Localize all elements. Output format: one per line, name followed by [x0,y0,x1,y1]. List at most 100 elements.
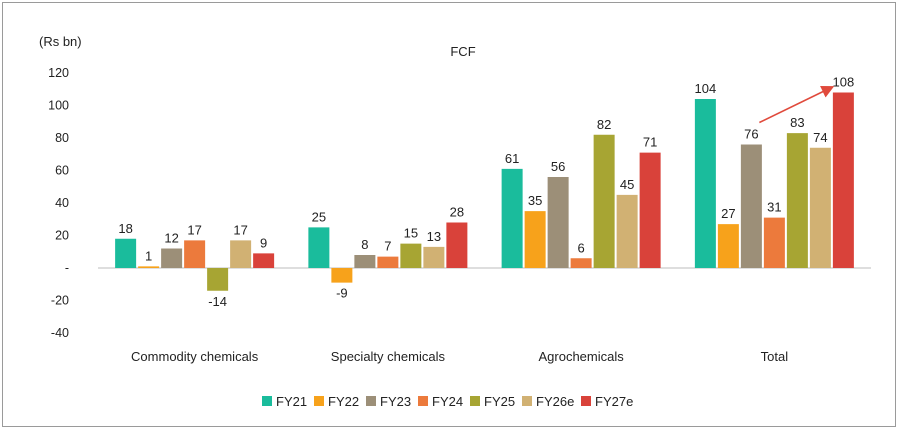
legend-label: FY21 [276,394,307,409]
y-tick-label: -40 [51,326,69,340]
bar-fy27e-3 [832,92,854,268]
bar-fy23-3 [740,144,762,268]
category-label: Specialty chemicals [331,349,446,364]
legend-label: FY27e [595,394,633,409]
legend-swatch [470,396,480,406]
y-tick-label: 60 [55,164,69,178]
bars-group [115,92,854,291]
y-axis-unit-label: (Rs bn) [39,34,82,49]
trend-arrow [759,85,835,124]
category-label: Agrochemicals [538,349,624,364]
bar-fy24-2 [570,258,592,268]
data-label: 9 [260,235,267,250]
data-label: 31 [767,200,781,215]
legend-swatch [366,396,376,406]
bar-fy25-3 [786,133,808,268]
data-label: 108 [833,75,855,90]
bar-fy23-0 [161,248,183,268]
legend-label: FY23 [380,394,411,409]
data-label: 56 [551,159,565,174]
data-label: 35 [528,193,542,208]
bar-fy25-1 [400,243,422,268]
legend-item-fy25: FY25 [470,394,515,409]
bar-fy26e-3 [809,147,831,268]
data-label: 17 [233,222,247,237]
data-label: 7 [384,239,391,254]
data-label: 83 [790,115,804,130]
data-label: 15 [404,226,418,241]
bar-fy26e-2 [616,194,638,268]
legend: FY21 FY22 FY23 FY24 FY25 FY26e FY27e [262,394,633,409]
chart-frame: FCF (Rs bn) 120 100 80 60 40 20 - -20 -40 18 1 12 1… [2,2,896,427]
bar-fy26e-1 [423,246,445,268]
y-axis-ticks: 120 100 80 60 40 20 - -20 -40 [48,66,69,340]
bar-fy22-0 [138,266,160,268]
data-label: 1 [145,248,152,263]
legend-label: FY24 [432,394,463,409]
data-label: 76 [744,127,758,142]
legend-item-fy21: FY21 [262,394,307,409]
legend-label: FY25 [484,394,515,409]
bar-fy23-2 [547,177,569,268]
bar-fy27e-2 [639,152,661,268]
chart-title: FCF [450,44,475,59]
data-label: -14 [208,294,227,309]
y-tick-label: - [65,261,69,275]
legend-swatch [314,396,324,406]
legend-item-fy24: FY24 [418,394,463,409]
bar-fy24-1 [377,256,399,268]
y-tick-label: 120 [48,66,69,80]
y-tick-label: 40 [55,196,69,210]
bar-fy21-1 [308,227,330,268]
y-tick-label: -20 [51,294,69,308]
legend-swatch [418,396,428,406]
category-labels-group: Commodity chemicals Specialty chemicals Ag… [131,349,788,364]
legend-item-fy22: FY22 [314,394,359,409]
data-label: 74 [813,130,827,145]
fcf-bar-chart: FCF (Rs bn) 120 100 80 60 40 20 - -20 -40 18 1 12 1… [39,34,871,409]
data-label: 17 [187,222,201,237]
bar-fy25-2 [593,134,615,268]
data-label: 8 [361,237,368,252]
bar-fy27e-0 [253,253,275,268]
bar-fy21-0 [115,238,137,268]
legend-item-fy26e: FY26e [522,394,574,409]
data-label: 12 [164,231,178,246]
data-label: 71 [643,135,657,150]
data-label: 13 [427,229,441,244]
bar-fy26e-0 [230,240,252,268]
bar-fy21-3 [694,99,716,268]
bar-fy22-1 [331,268,353,283]
y-tick-label: 20 [55,229,69,243]
data-label: 18 [118,221,132,236]
data-label: 25 [312,209,326,224]
category-label: Commodity chemicals [131,349,259,364]
data-labels-group: 18 1 12 17 -14 17 9 25 -9 8 7 15 13 28 61 35 56 6 82 45 71 10… [118,75,854,309]
data-label: 45 [620,177,634,192]
legend-item-fy23: FY23 [366,394,411,409]
bar-fy27e-1 [446,222,468,268]
bar-fy21-2 [501,168,523,268]
legend-swatch [522,396,532,406]
y-tick-label: 100 [48,99,69,113]
data-label: 28 [450,205,464,220]
bar-fy25-0 [207,268,229,291]
category-label: Total [761,349,789,364]
bar-fy24-3 [763,217,785,268]
y-tick-label: 80 [55,131,69,145]
bar-fy23-1 [354,255,376,268]
data-label: 104 [695,81,717,96]
data-label: -9 [336,286,348,301]
data-label: 61 [505,151,519,166]
data-label: 6 [578,240,585,255]
annotations-group [759,85,835,124]
legend-swatch [581,396,591,406]
data-label: 27 [721,206,735,221]
legend-swatch [262,396,272,406]
bar-fy22-2 [524,211,546,268]
legend-item-fy27e: FY27e [581,394,633,409]
legend-label: FY22 [328,394,359,409]
legend-label: FY26e [536,394,574,409]
bar-fy22-3 [717,224,739,268]
bar-fy24-0 [184,240,206,268]
